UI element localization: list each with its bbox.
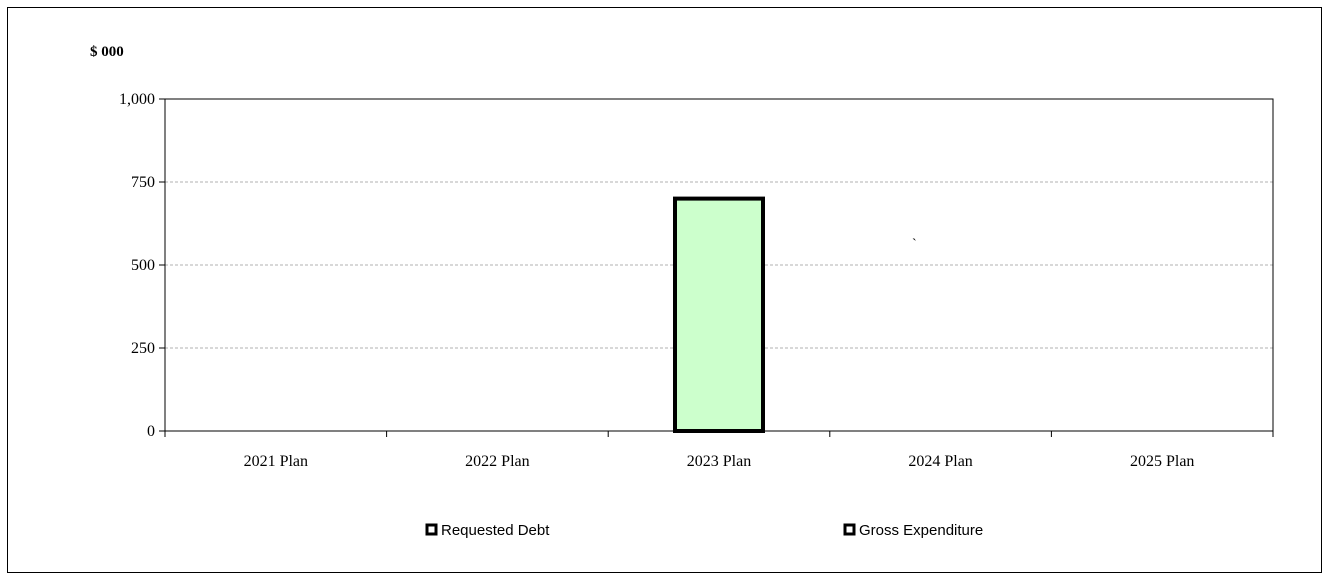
y-axis-ticks: 0 250 500 750 1,000 (119, 91, 165, 440)
x-axis-ticks: 2021 Plan 2022 Plan 2023 Plan 2024 Plan 2025… (164, 431, 1274, 470)
y-axis-title: $ 000 (90, 44, 124, 60)
legend-swatch-requested-debt (425, 523, 438, 536)
chart-frame (7, 7, 1322, 573)
y-tick-label: 500 (131, 257, 155, 274)
x-tick-label: 2023 Plan (687, 453, 751, 470)
bars (673, 196, 765, 433)
x-tick-label: 2024 Plan (908, 453, 972, 470)
y-tick-label: 0 (147, 423, 155, 440)
legend-item-requested-debt: Requested Debt (425, 522, 550, 539)
legend-item-gross-expenditure: Gross Expenditure (843, 522, 983, 539)
y-tick-label: 1,000 (119, 91, 155, 108)
x-tick-label: 2022 Plan (465, 453, 529, 470)
y-tick-label: 250 (131, 340, 155, 357)
legend-swatch-gross-expenditure (843, 523, 856, 536)
y-tick-label: 750 (131, 174, 155, 191)
legend: Requested Debt Gross Expenditure (425, 522, 983, 539)
bar-gross-expenditure (673, 196, 765, 433)
legend-label-gross-expenditure: Gross Expenditure (859, 522, 983, 539)
annotation-mark: ` (912, 237, 917, 252)
x-tick-label: 2021 Plan (244, 453, 308, 470)
legend-label-requested-debt: Requested Debt (441, 522, 550, 539)
x-tick-label: 2025 Plan (1130, 453, 1194, 470)
